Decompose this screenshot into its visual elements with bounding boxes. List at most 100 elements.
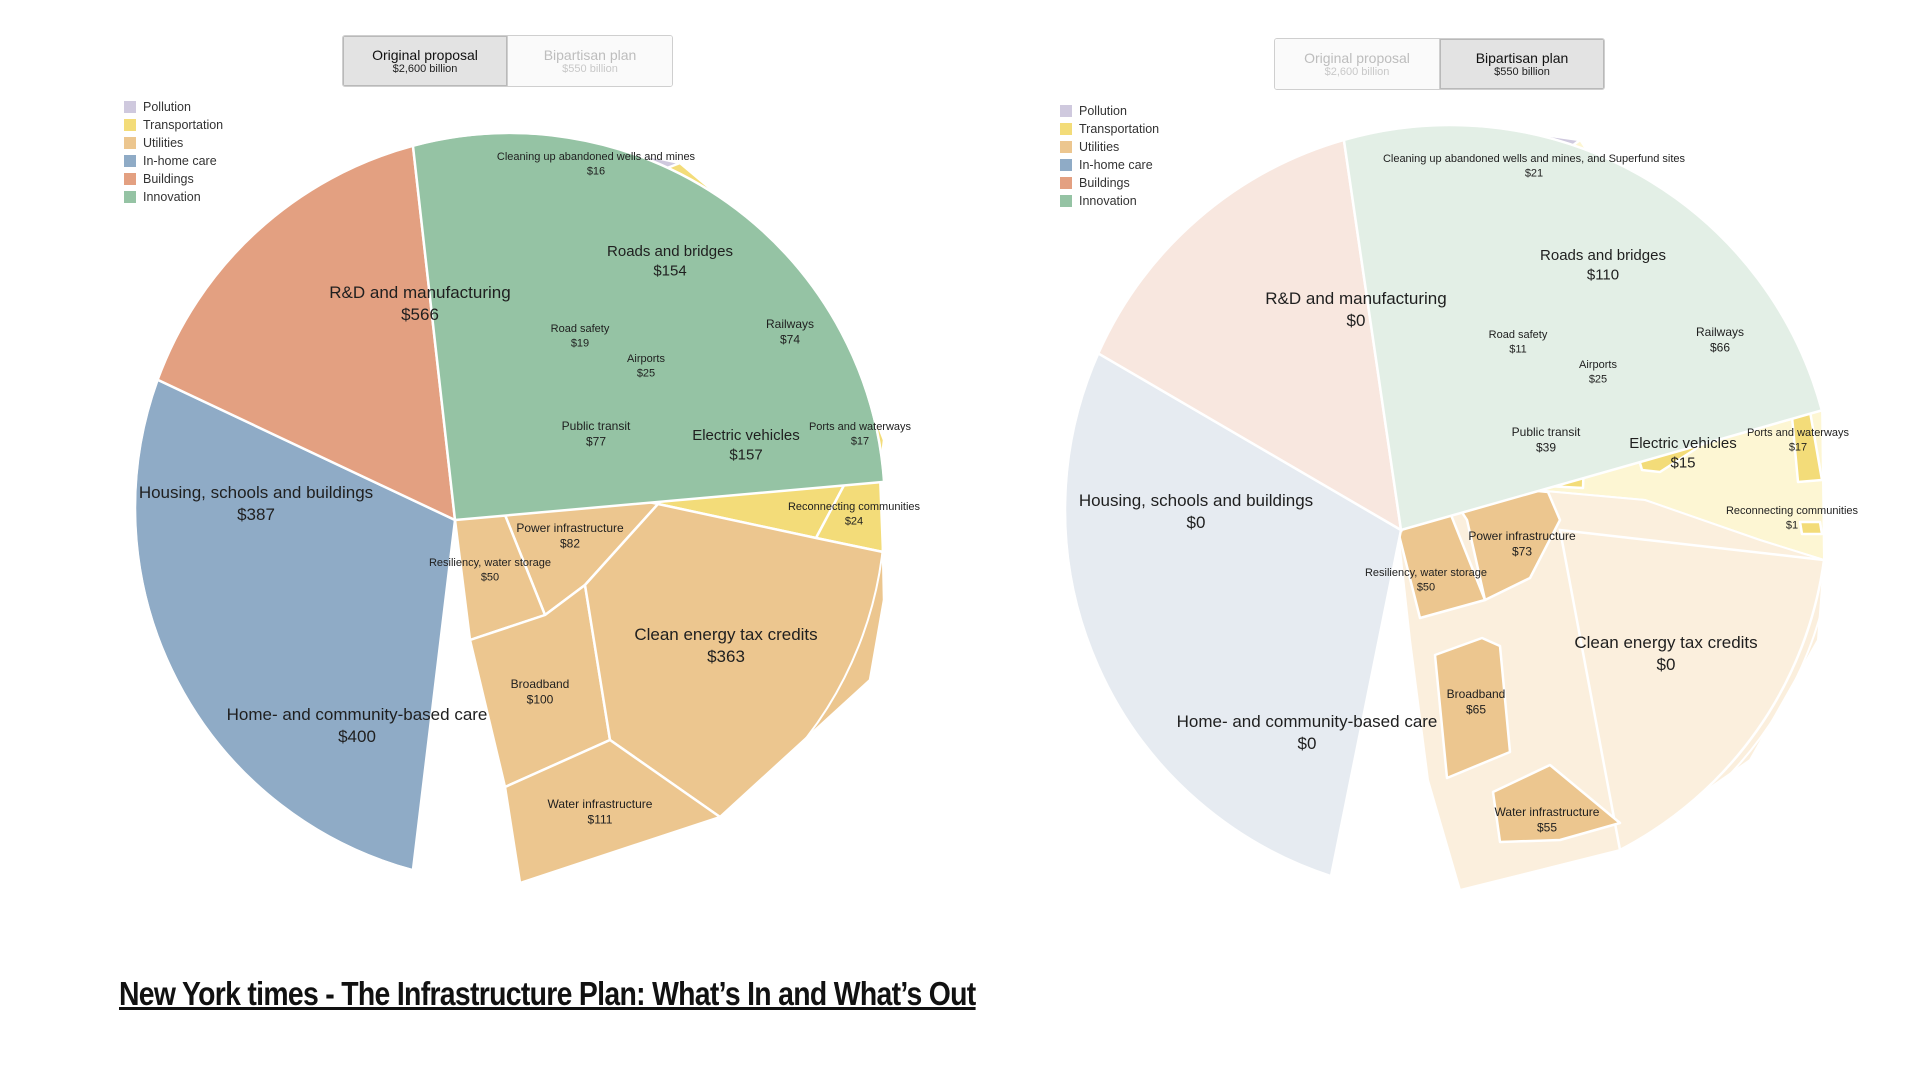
slice-value: $19 <box>571 337 589 349</box>
slice-value: $157 <box>729 447 762 464</box>
slice-label-resiliency-water-storage: Resiliency, water storage $50 <box>429 557 551 583</box>
toggle-sublabel: $2,600 billion <box>1324 65 1390 78</box>
slice-value: $17 <box>851 435 869 447</box>
slice-name: Resiliency, water storage <box>429 557 551 569</box>
slice-value: $111 <box>588 813 613 827</box>
slice-label-airports: Airports $25 <box>627 353 665 379</box>
slice-label-water-infrastructure: Water infrastructure $111 <box>548 797 653 827</box>
slice-name: Electric vehicles <box>1629 435 1737 452</box>
slice-label-electric-vehicles: Electric vehicles $15 <box>1629 435 1737 472</box>
slice-name: Cleaning up abandoned wells and mines, a… <box>1383 153 1686 165</box>
slice-name: Roads and bridges <box>1540 247 1666 264</box>
slice-label-broadband: Broadband $65 <box>1447 687 1506 717</box>
legend-label: Buildings <box>1079 176 1130 190</box>
slice-value: $82 <box>560 537 580 551</box>
slice-label-cleaning-up-abandoned-wells-and-mines-and-superfund-sites: Cleaning up abandoned wells and mines, a… <box>1383 153 1686 179</box>
legend: Pollution Transportation Utilities In-home … <box>1060 102 1159 210</box>
slice-name: Reconnecting communities <box>788 501 921 513</box>
slice-name: Public transit <box>1512 425 1581 439</box>
legend-item-innovation: Innovation <box>124 188 223 206</box>
legend-swatch <box>124 191 136 203</box>
toggle-original-proposal[interactable]: Original proposal $2,600 billion <box>1275 39 1439 89</box>
treemap-pie-original: Cleaning up abandoned wells and mines $16… <box>133 131 921 885</box>
slice-label-clean-energy-tax-credits: Clean energy tax credits $0 <box>1574 633 1757 674</box>
legend-label: Transportation <box>1079 122 1160 136</box>
slice-value: $15 <box>1670 455 1695 472</box>
toggle-sublabel: $2,600 billion <box>392 62 458 75</box>
legend-label: Pollution <box>1079 104 1127 118</box>
legend-item-utilities: Utilities <box>124 134 223 152</box>
slice-name: Electric vehicles <box>692 427 800 444</box>
legend-item-utilities: Utilities <box>1060 138 1159 156</box>
slice-name: Resiliency, water storage <box>1365 567 1487 579</box>
toggle-bipartisan-plan[interactable]: Bipartisan plan $550 billion <box>1439 39 1604 89</box>
slice-label-r-d-and-manufacturing: R&D and manufacturing $0 <box>1265 289 1446 330</box>
slice-label-electric-vehicles: Electric vehicles $157 <box>692 427 800 464</box>
toggle-sublabel: $550 billion <box>562 62 618 75</box>
slice-label-ports-and-waterways: Ports and waterways $17 <box>1747 427 1850 453</box>
slice-value: $74 <box>780 333 800 347</box>
slice-name: Broadband <box>1447 687 1506 701</box>
toggle-label: Original proposal <box>372 46 478 63</box>
slice-name: Road safety <box>1489 329 1548 341</box>
slice-name: Home- and community-based care <box>227 705 488 724</box>
legend: Pollution Transportation Utilities In-home … <box>124 98 223 206</box>
slice-name: Roads and bridges <box>607 243 733 260</box>
toggle-label: Original proposal <box>1304 49 1410 66</box>
toggle-bipartisan-plan[interactable]: Bipartisan plan $550 billion <box>507 36 672 86</box>
pie-outline <box>134 132 886 884</box>
legend-label: Utilities <box>143 136 184 150</box>
slice-name: R&D and manufacturing <box>1265 289 1446 308</box>
slice-value: $25 <box>637 367 655 379</box>
slice-name: Clean energy tax credits <box>634 625 817 644</box>
legend-label: Innovation <box>1079 194 1137 208</box>
legend-item-pollution: Pollution <box>124 98 223 116</box>
legend-label: In-home care <box>1079 158 1153 172</box>
plan-toggle: Original proposal $2,600 billion Biparti… <box>342 35 673 87</box>
toggle-sublabel: $550 billion <box>1494 65 1550 78</box>
slice-name: Road safety <box>551 323 610 335</box>
legend-swatch <box>1060 195 1072 207</box>
slice-value: $11 <box>1509 343 1527 355</box>
legend-item-buildings: Buildings <box>124 170 223 188</box>
slice-name: Housing, schools and buildings <box>139 483 373 502</box>
slice-value: $24 <box>845 515 863 527</box>
slice-name: Airports <box>1579 359 1617 371</box>
slice-name: Ports and waterways <box>1747 427 1850 439</box>
slice-label-cleaning-up-abandoned-wells-and-mines: Cleaning up abandoned wells and mines $16 <box>497 151 696 177</box>
slice-name: Housing, schools and buildings <box>1079 491 1313 510</box>
legend-item-transportation: Transportation <box>124 116 223 134</box>
slice-water-infrastructure[interactable] <box>1491 763 1622 844</box>
legend-label: Transportation <box>143 118 224 132</box>
slice-label-ports-and-waterways: Ports and waterways $17 <box>809 421 912 447</box>
slice-water-infrastructure[interactable] <box>503 738 722 885</box>
slice-label-roads-and-bridges: Roads and bridges $154 <box>607 243 733 280</box>
slice-value: $39 <box>1536 441 1556 455</box>
slice-name: Power infrastructure <box>1468 529 1576 543</box>
slice-value: $110 <box>1587 267 1619 284</box>
legend-label: Buildings <box>143 172 194 186</box>
slice-broadband[interactable] <box>1433 636 1512 780</box>
slice-name: Railways <box>1696 325 1744 339</box>
slice-value: $387 <box>237 505 275 524</box>
slice-value: $25 <box>1589 373 1607 385</box>
slice-label-broadband: Broadband $100 <box>511 677 570 707</box>
slice-name: Water infrastructure <box>548 797 653 811</box>
slice-reconnecting-communities[interactable] <box>1798 520 1824 536</box>
slice-clean-energy-tax-credits[interactable] <box>1558 528 1826 852</box>
slice-name: Railways <box>766 317 814 331</box>
legend-swatch <box>124 137 136 149</box>
slice-value: $66 <box>1710 341 1730 355</box>
slice-value: $55 <box>1537 821 1557 835</box>
toggle-original-proposal[interactable]: Original proposal $2,600 billion <box>343 36 507 86</box>
legend-item-buildings: Buildings <box>1060 174 1159 192</box>
slice-name: Ports and waterways <box>809 421 912 433</box>
legend-swatch <box>124 155 136 167</box>
toggle-label: Bipartisan plan <box>1475 49 1569 66</box>
slice-label-public-transit: Public transit $39 <box>1512 425 1581 455</box>
slice-label-public-transit: Public transit $77 <box>562 419 631 449</box>
legend-swatch <box>124 101 136 113</box>
legend-item-innovation: Innovation <box>1060 192 1159 210</box>
legend-label: Pollution <box>143 100 191 114</box>
chart-panel-original: Original proposal $2,600 billion Biparti… <box>0 0 960 950</box>
